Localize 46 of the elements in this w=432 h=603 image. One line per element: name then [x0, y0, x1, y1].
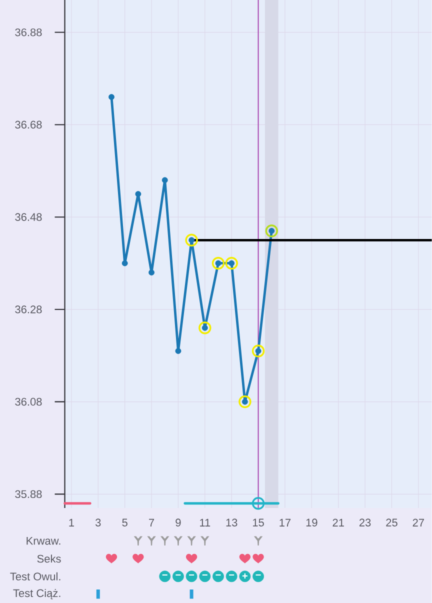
point	[135, 191, 142, 197]
y-tick-label: 36.48	[15, 213, 42, 221]
data-label: −	[256, 574, 261, 576]
x-tick-label: 23	[360, 518, 371, 526]
data-label: −	[229, 574, 234, 576]
x-tick-label: 13	[226, 518, 238, 526]
x-tick-label: 27	[412, 518, 424, 526]
x-tick-label: 11	[200, 518, 210, 526]
y-tick-label: Krwaw.	[26, 537, 60, 545]
y-tick-label: 36.88	[15, 28, 42, 36]
data-label: +	[242, 573, 248, 579]
x-tick-label: 5	[122, 518, 128, 526]
y-tick-label: 36.68	[15, 120, 42, 129]
point	[225, 256, 238, 270]
y-tick-label: 36.28	[15, 306, 42, 314]
point	[185, 234, 198, 246]
point	[198, 322, 212, 334]
point	[148, 270, 155, 276]
x-tick-label: 9	[176, 518, 181, 526]
y-tick-label: Test Owul.	[10, 572, 60, 580]
x-tick-label: 3	[96, 518, 101, 526]
point	[238, 395, 252, 408]
point	[162, 177, 168, 184]
x-tick-label: 7	[149, 518, 154, 526]
x-tick-label: 17	[280, 518, 291, 526]
point	[252, 497, 265, 510]
point	[212, 256, 225, 270]
data-label: −	[189, 574, 194, 576]
data-label: −	[202, 574, 208, 576]
y-tick-label: 36.08	[15, 398, 42, 406]
x-tick-label: 19	[306, 518, 318, 526]
point	[252, 344, 265, 358]
data-label: −	[162, 574, 168, 576]
x-tick-label: 1	[69, 518, 74, 526]
data-label: −	[216, 574, 221, 576]
y-tick-label: 35.88	[15, 490, 42, 498]
point	[265, 224, 278, 238]
x-tick-label: 25	[386, 518, 398, 526]
y-tick-label: Seks	[37, 554, 61, 563]
point	[108, 94, 115, 100]
point	[175, 348, 182, 354]
x-tick-label: 21	[332, 518, 344, 526]
y-tick-label: Test Ciąż.	[13, 588, 60, 600]
point	[122, 260, 128, 266]
data-label: −	[176, 574, 181, 576]
x-tick-label: 15	[253, 518, 264, 526]
